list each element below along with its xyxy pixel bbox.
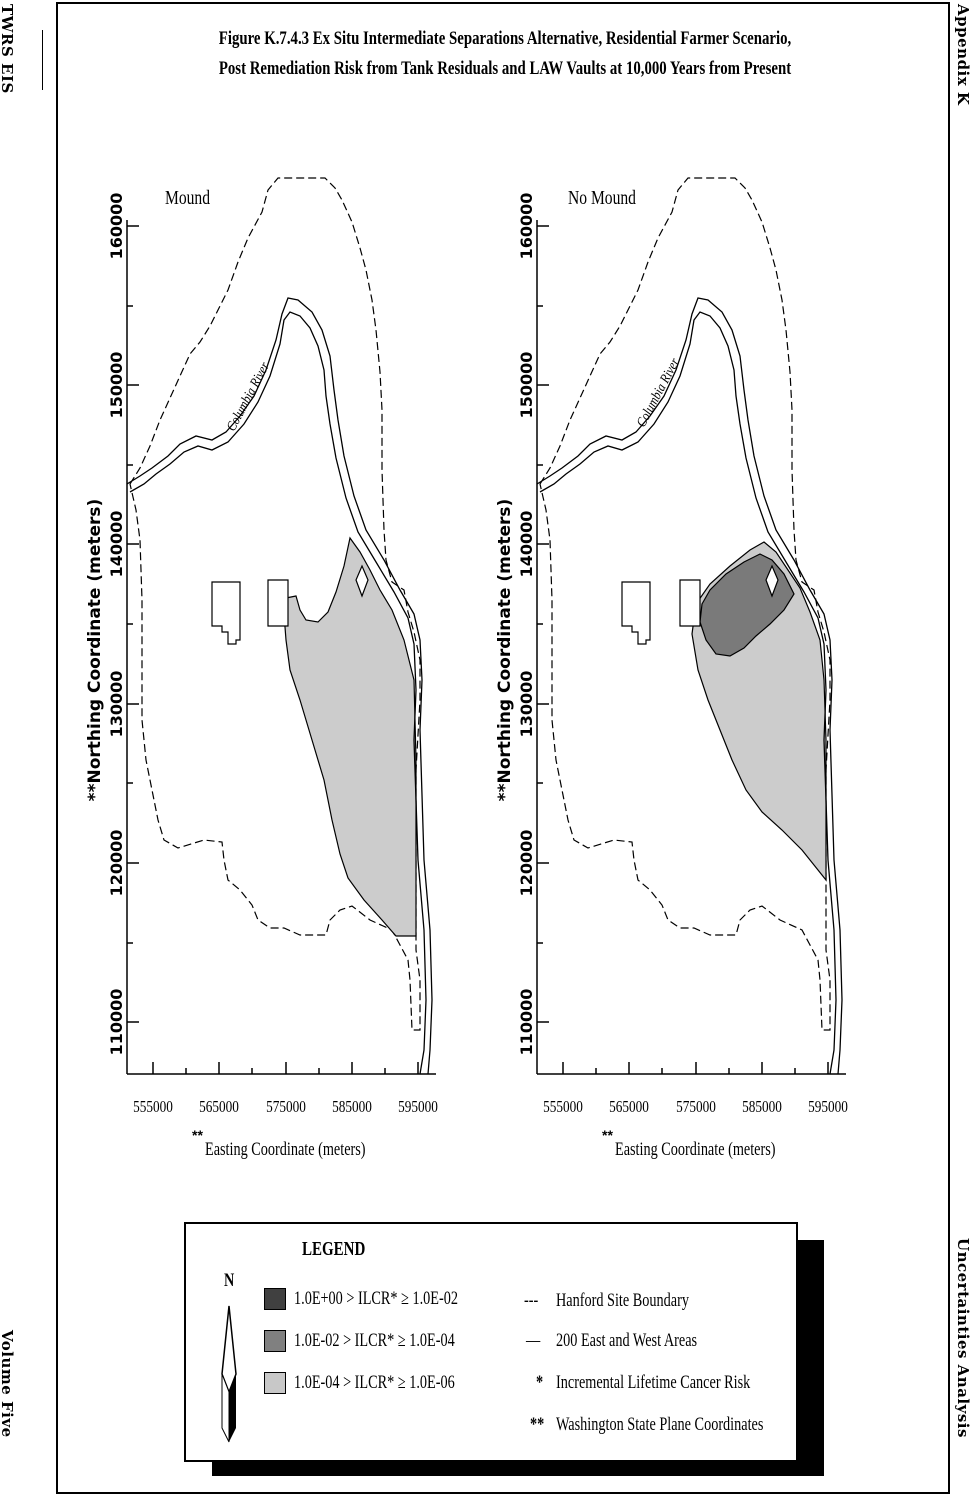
y-tick-labels: 160000 150000 140000 130000 120000 11000… (107, 193, 126, 1056)
x-tick-label: 585000 (742, 1098, 782, 1117)
note-symbol-star: * (536, 1372, 544, 1393)
y-tick-label: 150000 (517, 352, 536, 419)
legend-swatch-high (264, 1288, 286, 1310)
legend-item-medium: 1.0E-02 > ILCR* ≥ 1.0E-04 (294, 1330, 455, 1351)
y-tick-label: 120000 (517, 830, 536, 897)
x-axis-title: Easting Coordinate (meters) (615, 1138, 776, 1159)
y-axis-title: **Northing Coordinate (meters) (495, 499, 515, 802)
x-tick-label: 585000 (332, 1098, 372, 1117)
hanford-site-boundary (539, 177, 831, 1031)
x-axis-title: Easting Coordinate (meters) (205, 1138, 366, 1159)
y-axis-title: **Northing Coordinate (meters) (85, 499, 105, 802)
y-tick-label: 120000 (107, 830, 126, 897)
columbia-river-outer-bank (126, 297, 433, 1075)
x-tick-labels: 555000 565000 575000 585000 595000 (133, 1098, 438, 1117)
north-arrow-icon (221, 1305, 237, 1443)
diamond-feature (355, 564, 369, 598)
y-tick-label: 150000 (107, 352, 126, 419)
x-axis-title-prefix: ** (192, 1127, 203, 1143)
x-tick-label: 575000 (676, 1098, 716, 1117)
y-tick-label: 110000 (517, 989, 536, 1056)
legend: LEGEND N 1.0E+00 > ILCR* ≥ 1.0E-02 1.0E-… (184, 1222, 798, 1462)
header-rule (42, 30, 43, 90)
figure-title-line1: Figure K.7.4.3 Ex Situ Intermediate Sepa… (218, 28, 792, 49)
note-symbol-dashed: --- (524, 1290, 539, 1311)
x-axis-ticks (562, 1062, 829, 1074)
map-no-mound (536, 177, 846, 1075)
river-label: Columbia River (223, 358, 273, 433)
x-tick-label: 595000 (808, 1098, 848, 1117)
legend-item-high: 1.0E+00 > ILCR* ≥ 1.0E-02 (294, 1288, 459, 1309)
note-200-areas: 200 East and West Areas (556, 1330, 698, 1351)
columbia-river-inner-bank (539, 311, 837, 1075)
document-footer-left: Volume Five (0, 1330, 16, 1438)
hanford-site-boundary (129, 177, 421, 1031)
200-west-area (211, 581, 241, 645)
x-tick-label: 575000 (266, 1098, 306, 1117)
note-state-plane: Washington State Plane Coordinates (556, 1414, 764, 1435)
legend-title: LEGEND (302, 1238, 366, 1260)
y-tick-label: 110000 (107, 989, 126, 1056)
legend-swatch-medium (264, 1330, 286, 1352)
y-axis-ticks (537, 225, 549, 1023)
200-west-area (621, 581, 651, 645)
y-tick-label: 160000 (107, 193, 126, 260)
risk-contour-1e-06 (283, 536, 417, 937)
x-tick-label: 595000 (398, 1098, 438, 1117)
diamond-feature (765, 564, 779, 598)
y-tick-label: 140000 (517, 511, 536, 578)
map-label-no-mound: No Mound (568, 186, 636, 208)
legend-item-low: 1.0E-04 > ILCR* ≥ 1.0E-06 (294, 1372, 455, 1393)
note-hanford-boundary: Hanford Site Boundary (556, 1290, 689, 1311)
map-label-mound: Mound (165, 186, 210, 208)
y-tick-labels: 160000 150000 140000 130000 120000 11000… (517, 193, 536, 1056)
x-tick-label: 565000 (609, 1098, 649, 1117)
y-tick-label: 140000 (107, 511, 126, 578)
figure-title-line2: Post Remediation Risk from Tank Residual… (218, 58, 792, 79)
200-east-area (679, 579, 701, 627)
x-tick-label: 555000 (543, 1098, 583, 1117)
x-tick-labels: 555000 565000 575000 585000 595000 (543, 1098, 848, 1117)
columbia-river-inner-bank (129, 311, 427, 1075)
200-east-area (267, 579, 289, 627)
figure-frame (56, 2, 950, 1494)
map-mound (126, 177, 436, 1075)
y-tick-label: 130000 (107, 671, 126, 738)
x-axis-title-prefix: ** (602, 1127, 613, 1143)
legend-swatch-low (264, 1372, 286, 1394)
note-ilcr: Incremental Lifetime Cancer Risk (556, 1372, 751, 1393)
north-label: N (224, 1270, 235, 1291)
columbia-river-outer-bank (536, 297, 843, 1075)
maps-canvas: Mound Columbia River 555000 565000 57500… (85, 177, 848, 1160)
y-tick-label: 130000 (517, 671, 536, 738)
x-axis-ticks (152, 1062, 419, 1074)
x-tick-label: 555000 (133, 1098, 173, 1117)
note-symbol-solid: — (526, 1330, 541, 1351)
y-axis-ticks (127, 225, 139, 1023)
document-footer-right: Uncertainties Analysis (954, 1238, 972, 1438)
y-tick-label: 160000 (517, 193, 536, 260)
x-tick-label: 565000 (199, 1098, 239, 1117)
note-symbol-double-star: ** (530, 1414, 545, 1435)
